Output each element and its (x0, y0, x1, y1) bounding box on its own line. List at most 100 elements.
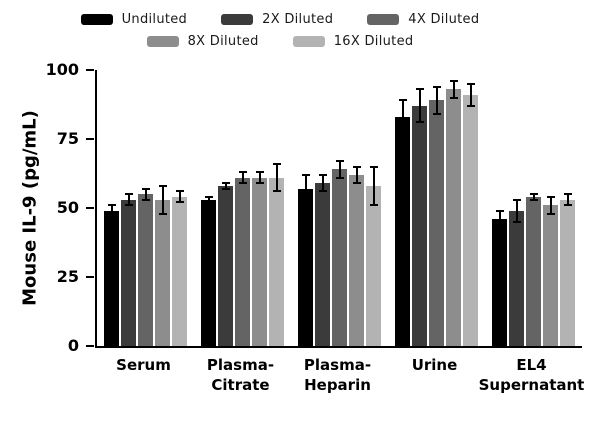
error-bar (401, 100, 404, 134)
error-bar-cap (352, 165, 361, 168)
error-bar-cap (255, 171, 264, 174)
bar (366, 185, 381, 346)
legend-label: 8X Diluted (187, 34, 259, 49)
bar (298, 188, 313, 346)
plot-area (95, 70, 582, 348)
error-bar-cap (255, 182, 264, 185)
error-bar (161, 185, 164, 214)
error-bar-cap (175, 201, 184, 204)
error-bar (435, 86, 438, 115)
y-tick-label: 0 (67, 336, 79, 355)
error-bar-cap (175, 190, 184, 193)
bar (560, 199, 575, 346)
bar (332, 169, 347, 346)
x-category-label: Plasma- Heparin (303, 356, 372, 394)
bar (395, 116, 410, 346)
bar (463, 94, 478, 346)
error-bar-cap (221, 182, 230, 185)
error-bar (127, 194, 130, 206)
y-tick-label: 75 (56, 129, 79, 148)
error-bar (418, 89, 421, 123)
y-tick-label: 25 (56, 267, 79, 286)
error-bar-cap (124, 204, 133, 207)
legend-item: 4X Diluted (367, 12, 479, 27)
error-bar-cap (141, 198, 150, 201)
error-bar-cap (107, 215, 116, 218)
error-bar (566, 194, 569, 206)
error-bar (144, 188, 147, 200)
error-bar-cap (238, 182, 247, 185)
x-category-label: Urine (411, 356, 458, 374)
error-bar-cap (369, 204, 378, 207)
error-bar-cap (158, 184, 167, 187)
bar (446, 89, 461, 346)
error-bar-cap (466, 104, 475, 107)
bar (235, 177, 250, 346)
y-tick-mark (86, 345, 94, 347)
error-bar-cap (107, 204, 116, 207)
error-bar-cap (318, 190, 327, 193)
legend-item: 8X Diluted (146, 34, 259, 49)
error-bar-cap (398, 132, 407, 135)
error-bar-cap (301, 173, 310, 176)
error-bar-cap (495, 226, 504, 229)
error-bar (110, 205, 113, 217)
y-tick-mark (86, 276, 94, 278)
error-bar-cap (221, 187, 230, 190)
error-bar-cap (335, 176, 344, 179)
legend-label: Undiluted (121, 12, 188, 27)
error-bar-cap (512, 198, 521, 201)
y-tick-label: 50 (56, 198, 79, 217)
legend-label: 4X Diluted (408, 12, 480, 27)
error-bar-cap (204, 201, 213, 204)
x-category-label: Serum (116, 356, 171, 374)
bar (412, 105, 427, 346)
error-bar-cap (466, 82, 475, 85)
error-bar-cap (238, 171, 247, 174)
legend-swatch (80, 14, 113, 25)
bar (315, 183, 330, 346)
bar (218, 185, 233, 346)
legend-item: Undiluted (80, 12, 188, 27)
bar (526, 196, 541, 346)
error-bar (498, 210, 501, 228)
error-bar-cap (432, 85, 441, 88)
legend-row: Undiluted 2X Diluted 4X Diluted (80, 12, 480, 27)
legend-swatch (221, 14, 254, 25)
bar (104, 210, 119, 346)
error-bar-cap (158, 212, 167, 215)
error-bar-cap (272, 162, 281, 165)
error-bar-cap (124, 193, 133, 196)
error-bar-cap (415, 88, 424, 91)
bar (269, 177, 284, 346)
error-bar-cap (529, 198, 538, 201)
legend-item: 2X Diluted (221, 12, 333, 27)
bar (138, 194, 153, 346)
legend-label: 16X Diluted (333, 34, 414, 49)
x-category-label: EL4 Supernatant (478, 356, 585, 394)
bar (543, 205, 558, 346)
error-bar (241, 172, 244, 184)
error-bar-cap (352, 182, 361, 185)
error-bar-cap (546, 195, 555, 198)
error-bar (355, 166, 358, 184)
error-bar (258, 172, 261, 184)
error-bar-cap (204, 195, 213, 198)
error-bar-cap (449, 80, 458, 83)
error-bar (304, 174, 307, 203)
bar (509, 210, 524, 346)
error-bar-cap (563, 204, 572, 207)
error-bar-cap (398, 99, 407, 102)
error-bar-cap (546, 212, 555, 215)
bar (429, 100, 444, 346)
error-bar (207, 196, 210, 203)
y-tick-mark (86, 138, 94, 140)
error-bar-cap (432, 113, 441, 116)
legend-label: 2X Diluted (262, 12, 334, 27)
bar (349, 174, 364, 346)
legend-swatch (292, 36, 325, 47)
error-bar-cap (318, 173, 327, 176)
error-bar (178, 191, 181, 203)
error-bar (372, 166, 375, 206)
